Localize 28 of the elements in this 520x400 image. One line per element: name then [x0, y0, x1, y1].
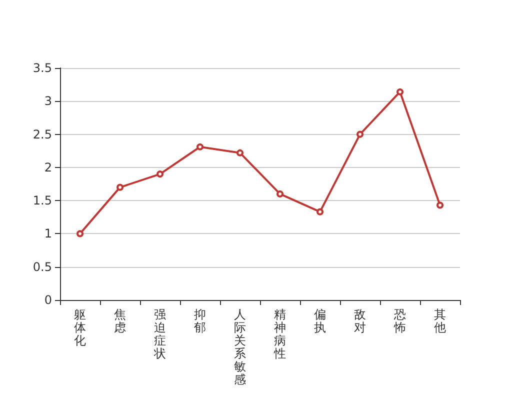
- point: [116, 184, 124, 191]
- point: [156, 170, 164, 178]
- point: [276, 190, 284, 198]
- y-tick-label: 2.5: [32, 127, 52, 142]
- x-tick-label: 恐怖: [393, 308, 406, 334]
- y-tick-label: 1: [44, 226, 52, 241]
- point: [236, 149, 244, 156]
- y-tick-label: 0: [44, 293, 52, 307]
- point: [436, 202, 444, 209]
- point: [196, 143, 204, 150]
- y-tick-label: 2: [44, 160, 52, 174]
- x-tick-label: 强迫症状: [153, 308, 166, 360]
- y-tick-label: 1.5: [32, 194, 52, 208]
- x-tick-label: 焦虑: [114, 308, 126, 334]
- point: [76, 230, 84, 238]
- y-tick-label: 3.5: [32, 61, 52, 75]
- x-tick-label: 抑郁: [194, 308, 206, 334]
- y-tick-label: 3: [44, 94, 52, 108]
- x-tick-label: 偏执: [314, 308, 326, 334]
- y-tick-label: 0.5: [32, 260, 52, 274]
- point: [396, 88, 404, 96]
- x-tick-label: 躯体化: [74, 308, 86, 348]
- x-tick-label: 精神病性: [273, 308, 286, 360]
- x-tick-label: 其他: [434, 308, 446, 334]
- point: [356, 130, 364, 138]
- x-tick-label: 敌对: [354, 308, 366, 334]
- point: [316, 208, 324, 216]
- x-tick-label: 人际关系敏感: [234, 308, 246, 386]
